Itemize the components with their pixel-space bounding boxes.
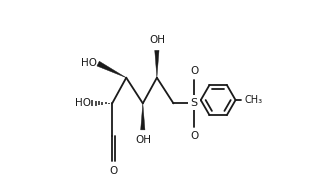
Text: HO: HO bbox=[81, 58, 97, 68]
Polygon shape bbox=[97, 61, 126, 78]
Text: O: O bbox=[191, 66, 199, 76]
Text: O: O bbox=[109, 166, 117, 176]
Polygon shape bbox=[155, 50, 159, 78]
Text: S: S bbox=[191, 98, 198, 108]
Polygon shape bbox=[141, 103, 145, 130]
Text: HO: HO bbox=[75, 98, 92, 108]
Text: OH: OH bbox=[149, 35, 165, 45]
Text: O: O bbox=[191, 131, 199, 141]
Text: OH: OH bbox=[136, 135, 152, 145]
Text: CH₃: CH₃ bbox=[245, 95, 263, 105]
